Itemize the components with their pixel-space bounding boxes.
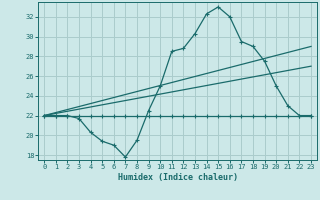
X-axis label: Humidex (Indice chaleur): Humidex (Indice chaleur)	[118, 173, 238, 182]
